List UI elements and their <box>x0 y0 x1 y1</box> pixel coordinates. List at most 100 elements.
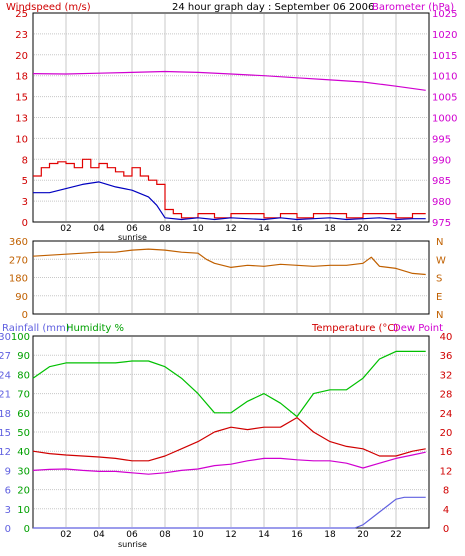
hour-tick-label-bottom: 18 <box>324 530 336 540</box>
temperature-tick-label: 8 <box>443 486 449 497</box>
hour-tick-label-top: 10 <box>192 224 204 234</box>
humidity-tick-label: 30 <box>17 466 30 477</box>
hour-tick-label-bottom: 06 <box>126 530 138 540</box>
temperature-tick-label: 4 <box>443 505 449 516</box>
wind-tick-label: 15 <box>15 93 28 104</box>
humidity-tick-label: 40 <box>17 447 30 458</box>
rain-tick-label: 3 <box>5 505 11 516</box>
humidity-tick-label: 70 <box>17 390 30 401</box>
humidity-title: Humidity % <box>66 323 124 334</box>
wind-tick-label: 8 <box>22 155 28 166</box>
temperature-line <box>32 417 426 462</box>
barometer-tick-label: 975 <box>432 218 451 229</box>
compass-tick-label: S <box>436 274 442 285</box>
wind-tick-label: 23 <box>15 30 28 41</box>
rain-tick-label: 9 <box>5 466 11 477</box>
rainfall-line <box>33 496 426 529</box>
rain-tick-label: 12 <box>0 447 11 458</box>
humidity-tick-label: 60 <box>17 409 30 420</box>
barometer-line <box>32 70 426 91</box>
barometer-tick-label: 985 <box>432 176 451 187</box>
barometer-tick-label: 990 <box>432 155 451 166</box>
humidity-line <box>32 350 426 418</box>
temperature-tick-label: 20 <box>440 428 453 439</box>
compass-tick-label: W <box>436 255 446 266</box>
direction-tick-label: 180 <box>9 274 28 285</box>
hour-tick-label-bottom: 04 <box>93 530 105 540</box>
wind-tick-label: 10 <box>15 134 28 145</box>
temperature-tick-label: 0 <box>443 524 449 535</box>
hour-tick-label-top: 16 <box>291 224 303 234</box>
rain-tick-label: 21 <box>0 390 11 401</box>
hour-tick-label-top: 14 <box>258 224 270 234</box>
hour-tick-label-top: 18 <box>324 224 336 234</box>
hour-tick-label-bottom: 22 <box>390 530 401 540</box>
wind-tick-label: 25 <box>15 9 28 20</box>
hour-tick-label-top: 04 <box>93 224 105 234</box>
hour-tick-label-bottom: 08 <box>159 530 171 540</box>
dewpoint-line <box>32 451 426 475</box>
direction-tick-label: 0 <box>22 310 28 321</box>
wind-panel-frame <box>32 12 430 223</box>
direction-tick-label: 90 <box>15 292 28 303</box>
compass-tick-label: N <box>436 237 443 248</box>
barometer-tick-label: 1015 <box>432 51 457 62</box>
barometer-tick-label: 1020 <box>432 30 457 41</box>
humidity-tick-label: 100 <box>11 332 30 343</box>
humidity-tick-label: 10 <box>17 505 30 516</box>
wind-tick-label: 18 <box>15 72 28 83</box>
direction-panel-frame <box>32 240 430 315</box>
barometer-tick-label: 1005 <box>432 93 457 104</box>
barometer-title: Barometer (hPa) <box>372 2 454 13</box>
sunrise-label-bottom: sunrise <box>118 540 147 549</box>
temperature-tick-label: 28 <box>440 390 453 401</box>
barometer-tick-label: 1000 <box>432 114 457 125</box>
barometer-tick-label: 980 <box>432 197 451 208</box>
hour-tick-label-bottom: 16 <box>291 530 303 540</box>
compass-tick-label: E <box>436 292 442 303</box>
hour-tick-label-bottom: 02 <box>60 530 71 540</box>
temperature-tick-label: 36 <box>440 351 453 362</box>
hour-tick-label-top: 22 <box>390 224 401 234</box>
wind-direction-line <box>32 248 426 276</box>
wind-tick-label: 0 <box>22 218 28 229</box>
rain-tick-label: 30 <box>0 332 11 343</box>
hour-tick-label-bottom: 20 <box>357 530 369 540</box>
temperature-tick-label: 40 <box>440 332 453 343</box>
barometer-tick-label: 995 <box>432 134 451 145</box>
rain-tick-label: 18 <box>0 409 11 420</box>
chart-title: 24 hour graph day : September 06 2006 <box>172 2 374 13</box>
temperature-tick-label: 16 <box>440 447 453 458</box>
temperature-title: Temperature (°C) <box>311 323 398 334</box>
hour-tick-label-top: 20 <box>357 224 369 234</box>
temperature-tick-label: 12 <box>440 466 453 477</box>
humidity-tick-label: 80 <box>17 370 30 381</box>
rain-tick-label: 15 <box>0 428 11 439</box>
humidity-tick-label: 50 <box>17 428 30 439</box>
hour-tick-label-top: 12 <box>225 224 236 234</box>
temperature-tick-label: 24 <box>440 409 453 420</box>
hour-tick-label-top: 08 <box>159 224 171 234</box>
barometer-tick-label: 1025 <box>432 9 457 20</box>
dewpoint-title: Dew Point <box>393 323 443 334</box>
hour-tick-label-bottom: 14 <box>258 530 270 540</box>
compass-tick-label: N <box>436 310 443 321</box>
wind-tick-label: 3 <box>22 197 28 208</box>
temperature-tick-label: 32 <box>440 370 453 381</box>
direction-tick-label: 360 <box>9 237 28 248</box>
windspeed-line <box>33 158 426 219</box>
rainfall-title: Rainfall (mm) <box>2 323 70 334</box>
wind-tick-label: 5 <box>22 176 28 187</box>
barometer-tick-label: 1010 <box>432 72 457 83</box>
humidity-tick-label: 20 <box>17 486 30 497</box>
wind-tick-label: 13 <box>15 114 28 125</box>
rain-tick-label: 0 <box>5 524 11 535</box>
hour-tick-label-top: 06 <box>126 224 138 234</box>
wind-tick-label: 20 <box>15 51 28 62</box>
windspeed-title: Windspeed (m/s) <box>6 2 91 13</box>
direction-tick-label: 270 <box>9 255 28 266</box>
hour-tick-label-bottom: 10 <box>192 530 204 540</box>
humidity-tick-label: 90 <box>17 351 30 362</box>
hour-tick-label-bottom: 12 <box>225 530 236 540</box>
